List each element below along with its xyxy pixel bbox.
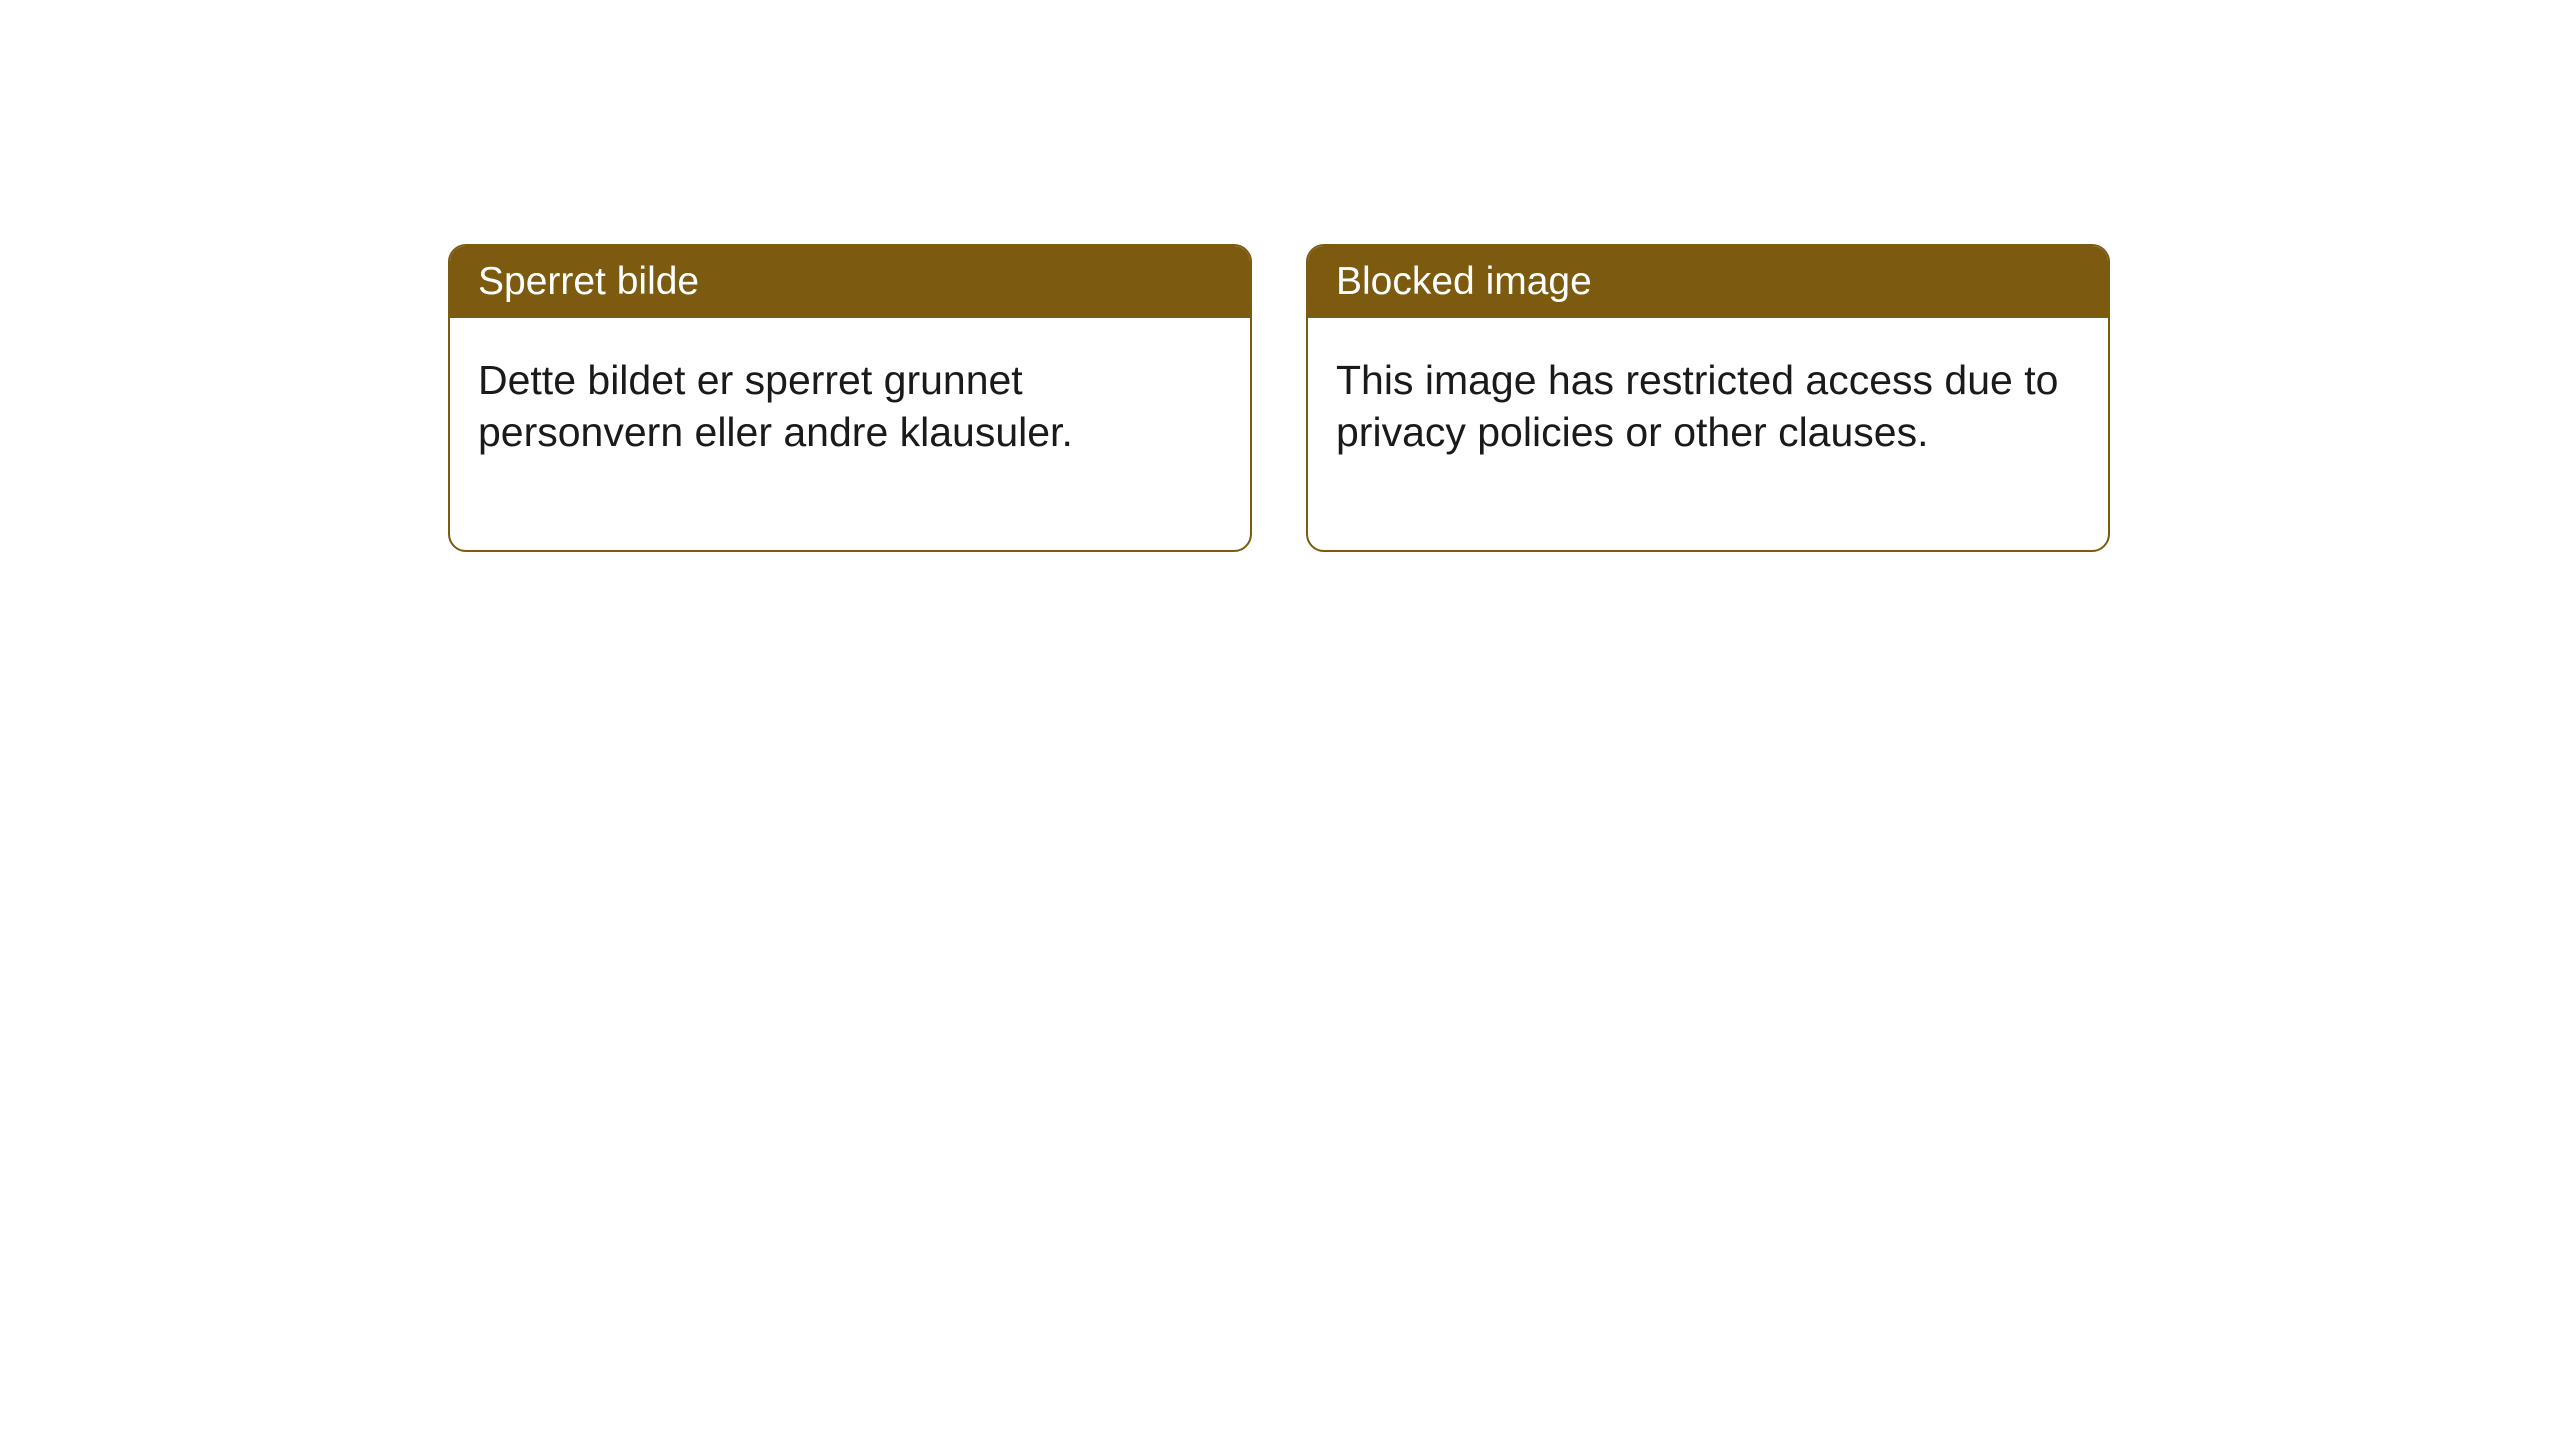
card-body: This image has restricted access due to … bbox=[1308, 318, 2108, 550]
card-header: Blocked image bbox=[1308, 246, 2108, 318]
card-body: Dette bildet er sperret grunnet personve… bbox=[450, 318, 1250, 550]
blocked-image-card-no: Sperret bilde Dette bildet er sperret gr… bbox=[448, 244, 1252, 552]
card-title: Sperret bilde bbox=[478, 260, 699, 303]
blocked-image-card-en: Blocked image This image has restricted … bbox=[1306, 244, 2110, 552]
card-body-text: This image has restricted access due to … bbox=[1336, 357, 2058, 455]
card-body-text: Dette bildet er sperret grunnet personve… bbox=[478, 357, 1073, 455]
card-header: Sperret bilde bbox=[450, 246, 1250, 318]
card-title: Blocked image bbox=[1336, 260, 1592, 303]
notice-container: Sperret bilde Dette bildet er sperret gr… bbox=[448, 244, 2110, 552]
